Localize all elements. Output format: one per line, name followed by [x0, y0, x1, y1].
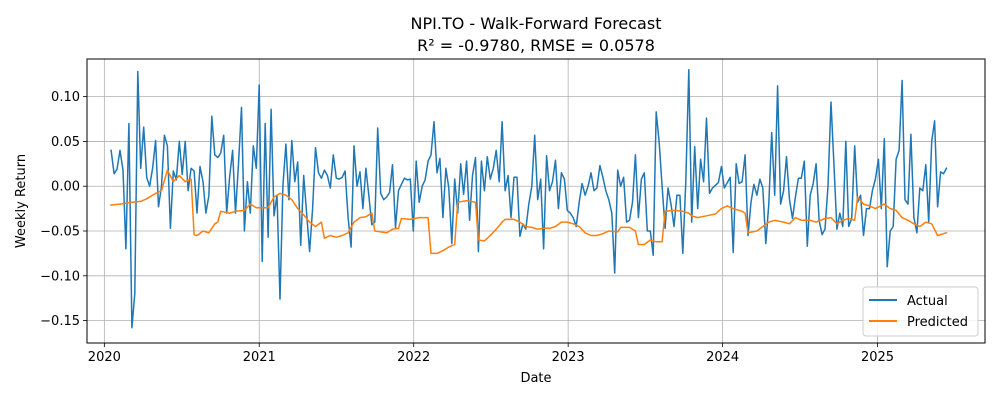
- x-tick-label: 2020: [88, 350, 121, 365]
- series-line-predicted: [110, 169, 948, 255]
- x-tick-label: 2024: [706, 350, 739, 365]
- legend: Actual Predicted: [862, 286, 979, 337]
- x-tick-label: 2023: [552, 350, 585, 365]
- chart-title: NPI.TO - Walk-Forward Forecast: [411, 14, 662, 33]
- x-tick-label: 2021: [243, 350, 276, 365]
- legend-label-predicted: Predicted: [907, 315, 968, 330]
- x-axis-label: Date: [520, 371, 551, 386]
- x-tick-label: 2025: [861, 350, 894, 365]
- x-tick-label: 2022: [397, 350, 430, 365]
- y-tick-label: −0.05: [40, 225, 80, 240]
- grid-lines: [87, 59, 985, 343]
- y-tick-label: −0.15: [40, 314, 80, 329]
- y-axis-ticks: 0.10 0.05 0.00 −0.05 −0.10 −0.15: [40, 90, 87, 329]
- y-tick-label: 0.10: [51, 90, 80, 105]
- series-layer: [110, 69, 948, 329]
- chart-subtitle: R² = -0.9780, RMSE = 0.0578: [417, 36, 655, 55]
- x-axis-ticks: 2020 2021 2022 2023 2024 2025: [88, 343, 894, 365]
- y-tick-label: −0.10: [40, 269, 80, 284]
- y-axis-label: Weekly Return: [14, 154, 29, 248]
- y-tick-label: 0.00: [51, 180, 80, 195]
- legend-label-actual: Actual: [907, 294, 948, 309]
- y-tick-label: 0.05: [51, 135, 80, 150]
- series-line-actual: [110, 69, 948, 329]
- plot-frame: [86, 58, 986, 344]
